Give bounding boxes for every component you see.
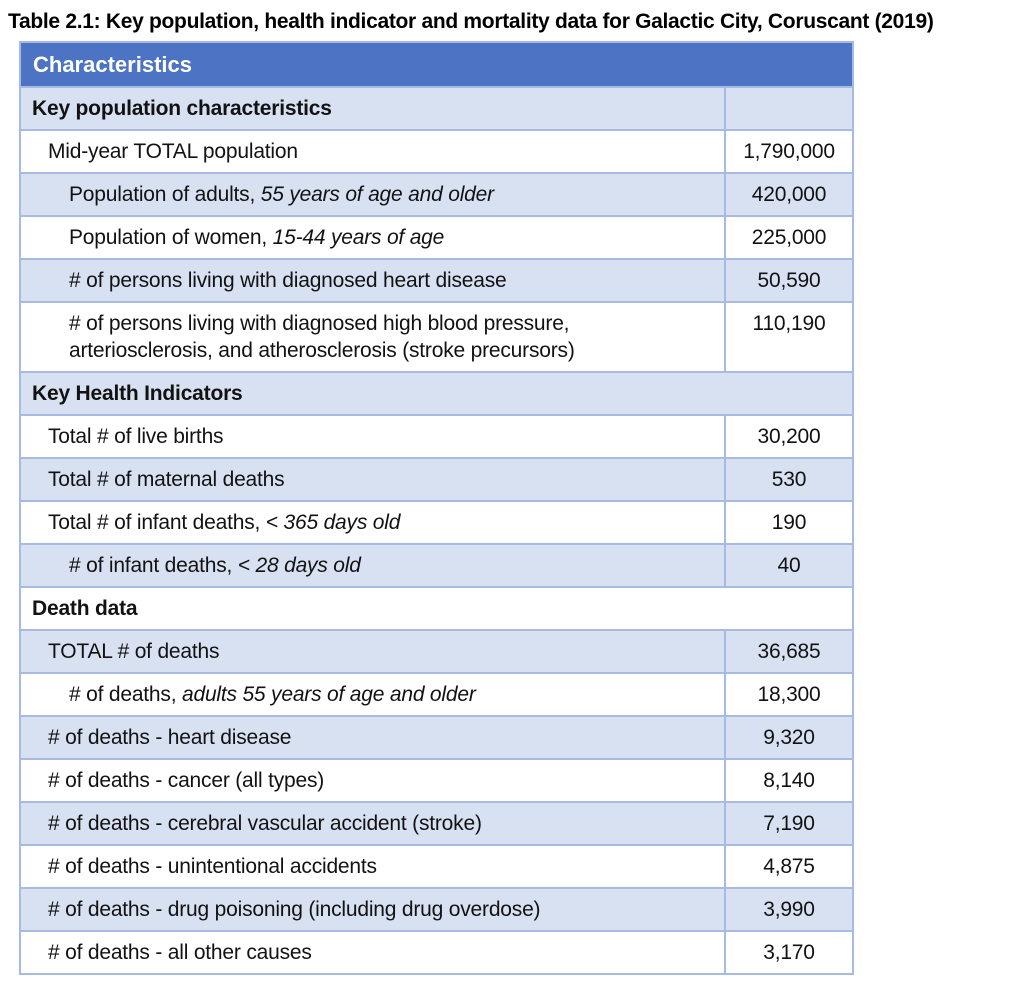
row-label: # of deaths - cerebral vascular accident… <box>19 801 726 846</box>
row-label-text: # of deaths - unintentional accidents <box>48 855 377 878</box>
row-value: 50,590 <box>723 258 855 303</box>
row-label-text: # of deaths - heart disease <box>48 726 292 749</box>
row-label-text: # of deaths - cerebral vascular accident… <box>48 812 482 835</box>
row-label: TOTAL # of deaths <box>19 629 726 674</box>
table-row: # of deaths, adults 55 years of age and … <box>19 672 855 717</box>
row-value: 3,170 <box>723 930 855 975</box>
table-row: Death data <box>18 586 855 631</box>
row-label-italic-text: 15-44 years of age <box>272 226 445 249</box>
row-label: # of deaths, adults 55 years of age and … <box>19 672 726 717</box>
section-label: Key Health Indicators <box>18 371 855 416</box>
row-label-text: Population of women, <box>69 226 273 249</box>
row-label-text: TOTAL # of deaths <box>48 640 220 663</box>
table-row: # of deaths - unintentional accidents 4,8… <box>19 844 855 889</box>
population-health-table: Characteristics Key population character… <box>18 41 855 975</box>
row-label: Total # of infant deaths, < 365 days old <box>19 500 726 545</box>
row-value: 3,990 <box>723 887 855 932</box>
table-row: Key population characteristics <box>19 86 855 131</box>
row-label: # of deaths - cancer (all types) <box>19 758 726 803</box>
row-label: Total # of live births <box>19 414 726 459</box>
table-row: # of infant deaths, < 28 days old 40 <box>19 543 855 588</box>
table-row: # of deaths - drug poisoning (including … <box>19 887 855 932</box>
table-body: Key population characteristics Mid-year T… <box>18 86 855 975</box>
table-row: Total # of infant deaths, < 365 days old… <box>19 500 855 545</box>
table-row: # of deaths - cancer (all types) 8,140 <box>19 758 855 803</box>
row-value: 18,300 <box>723 672 855 717</box>
table-row: Key Health Indicators <box>18 371 855 416</box>
section-label: Key population characteristics <box>19 86 726 131</box>
row-label: Population of women, 15-44 years of age <box>19 215 726 260</box>
row-label: # of deaths - drug poisoning (including … <box>19 887 726 932</box>
table-row: # of persons living with diagnosed high … <box>19 301 855 373</box>
row-value: 36,685 <box>723 629 855 674</box>
row-label: # of deaths - unintentional accidents <box>19 844 726 889</box>
row-label: # of deaths - all other causes <box>19 930 726 975</box>
row-label: # of deaths - heart disease <box>19 715 726 760</box>
table-row: Population of women, 15-44 years of age 2… <box>19 215 855 260</box>
table-title: Table 2.1: Key population, health indica… <box>8 10 934 33</box>
row-label-text: # of infant deaths, <box>69 554 238 577</box>
row-label-italic-text: < 28 days old <box>237 554 361 577</box>
row-value: 9,320 <box>723 715 855 760</box>
row-value: 30,200 <box>723 414 855 459</box>
row-label-text: Total # of live births <box>48 425 224 448</box>
row-label-text: # of deaths, <box>69 683 182 706</box>
row-label-text: Population of adults, <box>69 183 261 206</box>
table-row: Mid-year TOTAL population 1,790,000 <box>19 129 855 174</box>
row-value: 530 <box>723 457 855 502</box>
row-label-text: # of deaths - drug poisoning (including … <box>48 898 541 921</box>
row-label-text: # of persons living with diagnosed heart… <box>69 269 507 292</box>
row-label-italic-text: 55 years of age and older <box>260 183 494 206</box>
row-label: Mid-year TOTAL population <box>19 129 726 174</box>
characteristics-header: Characteristics <box>18 41 855 88</box>
row-label: # of persons living with diagnosed high … <box>19 301 726 373</box>
row-value: 8,140 <box>723 758 855 803</box>
row-label-text: # of deaths - cancer (all types) <box>48 769 325 792</box>
row-label-italic-text: < 365 days old <box>265 511 401 534</box>
row-label-text: Mid-year TOTAL population <box>48 140 298 163</box>
row-label: # of persons living with diagnosed heart… <box>19 258 726 303</box>
row-label: Total # of maternal deaths <box>19 457 726 502</box>
row-value: 420,000 <box>723 172 855 217</box>
table-row: # of deaths - cerebral vascular accident… <box>19 801 855 846</box>
table-row: TOTAL # of deaths 36,685 <box>19 629 855 674</box>
row-label-text: Total # of maternal deaths <box>48 468 285 491</box>
row-label-italic-text: adults 55 years of age and older <box>181 683 476 706</box>
row-value-empty <box>723 86 855 131</box>
table-row: Population of adults, 55 years of age an… <box>19 172 855 217</box>
row-value: 190 <box>723 500 855 545</box>
row-value: 1,790,000 <box>723 129 855 174</box>
row-value: 4,875 <box>723 844 855 889</box>
row-label-text: Total # of infant deaths, <box>48 511 266 534</box>
table-row: # of deaths - all other causes 3,170 <box>19 930 855 975</box>
row-label-text: # of deaths - all other causes <box>48 941 312 964</box>
row-label: # of infant deaths, < 28 days old <box>19 543 726 588</box>
row-value: 40 <box>723 543 855 588</box>
table-row: Total # of live births 30,200 <box>19 414 855 459</box>
section-label: Death data <box>18 586 855 631</box>
table-header-row: Characteristics <box>18 41 855 88</box>
row-value: 110,190 <box>723 301 855 373</box>
table-row: Total # of maternal deaths 530 <box>19 457 855 502</box>
row-label-text: # of persons living with diagnosed high … <box>69 312 575 362</box>
table-row: # of persons living with diagnosed heart… <box>19 258 855 303</box>
row-value: 7,190 <box>723 801 855 846</box>
row-value: 225,000 <box>723 215 855 260</box>
table-row: # of deaths - heart disease 9,320 <box>19 715 855 760</box>
row-label: Population of adults, 55 years of age an… <box>19 172 726 217</box>
